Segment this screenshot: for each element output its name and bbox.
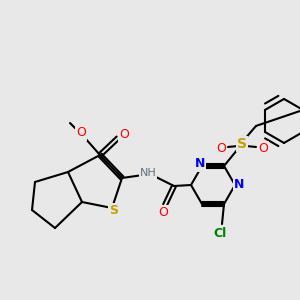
Text: O: O <box>158 206 168 220</box>
Text: S: S <box>237 137 247 151</box>
Text: S: S <box>110 205 118 218</box>
Text: O: O <box>76 127 86 140</box>
Text: N: N <box>234 178 244 191</box>
Text: O: O <box>258 142 268 155</box>
Text: O: O <box>119 128 129 140</box>
Text: O: O <box>216 142 226 155</box>
Text: N: N <box>195 158 205 170</box>
Text: NH: NH <box>140 168 156 178</box>
Text: Cl: Cl <box>213 226 226 240</box>
